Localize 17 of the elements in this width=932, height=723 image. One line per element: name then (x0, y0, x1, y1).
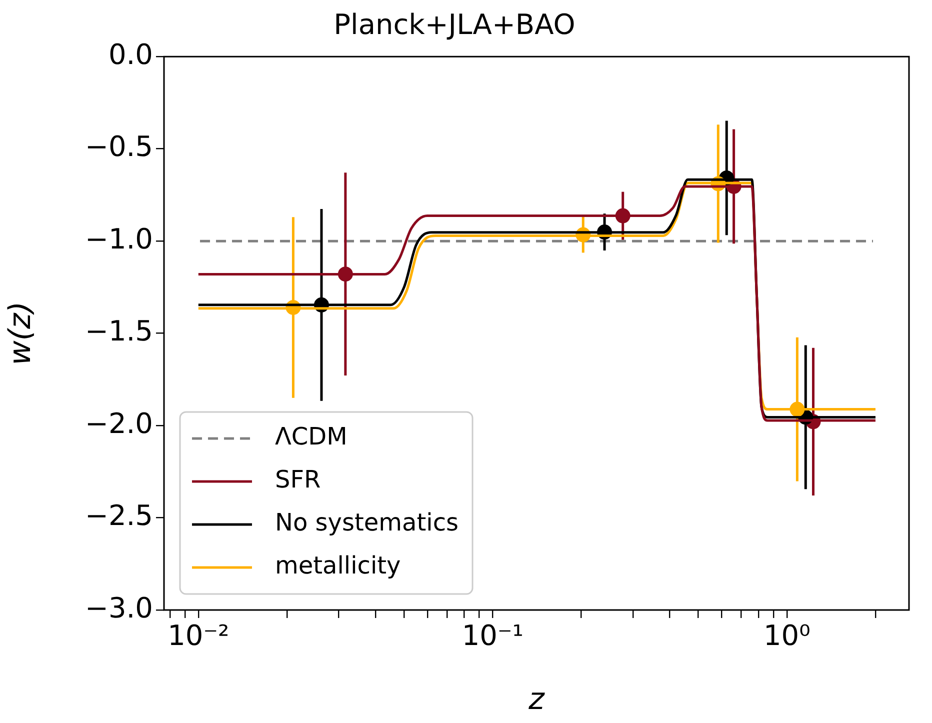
x-tick-label: 10⁰ (763, 619, 810, 652)
x-tick-label: 10⁻¹ (462, 619, 524, 652)
legend-label: No systematics (275, 508, 459, 537)
legend-label: metallicity (275, 552, 401, 580)
legend-label: SFR (275, 466, 321, 494)
y-tick-label: −2.0 (85, 406, 153, 440)
y-tick-label: 0.0 (108, 38, 153, 71)
chart-title: Planck+JLA+BAO (334, 8, 576, 42)
x-tick-label: 10⁻² (168, 619, 230, 652)
y-tick-label: −1.0 (85, 222, 153, 256)
x-axis-title: z (528, 682, 546, 717)
legend-label: ΛCDM (275, 422, 348, 451)
y-tick-label: −0.5 (85, 130, 153, 164)
y-tick-label: −2.5 (85, 499, 153, 532)
y-tick-label: −1.5 (85, 314, 153, 348)
y-axis-title: w(z) (2, 301, 38, 366)
y-tick-label: −3.0 (85, 591, 153, 624)
